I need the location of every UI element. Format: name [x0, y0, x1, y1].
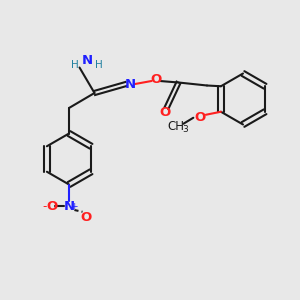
- Text: N: N: [63, 200, 75, 213]
- Text: O: O: [159, 106, 171, 119]
- Text: N: N: [81, 53, 93, 67]
- Text: O: O: [150, 73, 162, 86]
- Text: -: -: [42, 200, 46, 213]
- Text: N: N: [125, 77, 136, 91]
- Text: H: H: [95, 59, 103, 70]
- Text: CH: CH: [167, 120, 184, 133]
- Text: O: O: [81, 211, 92, 224]
- Text: +: +: [70, 202, 77, 211]
- Text: O: O: [47, 200, 58, 213]
- Text: 3: 3: [182, 125, 188, 134]
- Text: O: O: [194, 111, 206, 124]
- Text: H: H: [71, 59, 79, 70]
